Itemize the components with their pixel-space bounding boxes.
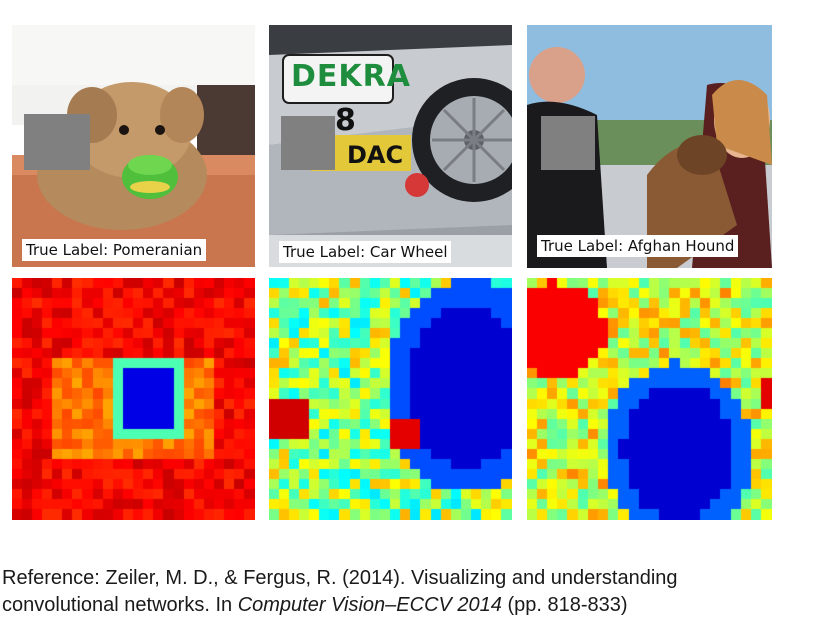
car-sponsor-text: DAC: [347, 141, 404, 169]
photo-car-wheel: DEKRA 8 DAC True Label: Car Wheel: [269, 25, 512, 267]
caption-text: convolutional networks. In: [2, 594, 238, 616]
true-label: True Label: Car Wheel: [279, 241, 452, 263]
reference-caption: Reference: Zeiler, M. D., & Fergus, R. (…: [2, 565, 810, 619]
true-label: True Label: Afghan Hound: [537, 235, 739, 257]
occluder-square: [541, 116, 595, 170]
car-number-text: 8: [335, 103, 356, 138]
true-label: True Label: Pomeranian: [22, 239, 207, 261]
occlusion-heatmap: [527, 278, 772, 520]
caption-venue: Computer Vision–ECCV 2014: [237, 594, 502, 616]
caption-line-1: Reference: Zeiler, M. D., & Fergus, R. (…: [2, 567, 678, 589]
occluder-square: [24, 114, 90, 170]
heatmap-afghan-hound: [527, 278, 772, 520]
occlusion-heatmap: [12, 278, 255, 520]
photo-afghan-hound: True Label: Afghan Hound: [527, 25, 772, 268]
afghan-hound-illustration: [527, 25, 772, 268]
occluder-square: [281, 116, 335, 170]
heatmap-car-wheel: [269, 278, 512, 520]
caption-pages: (pp. 818-833): [501, 594, 628, 616]
heatmap-pomeranian: [12, 278, 255, 520]
caption-line-2: convolutional networks. In Computer Visi…: [2, 592, 810, 619]
occlusion-heatmap: [269, 278, 512, 520]
photo-pomeranian: True Label: Pomeranian: [12, 25, 255, 267]
car-brand-text: DEKRA: [291, 59, 411, 94]
